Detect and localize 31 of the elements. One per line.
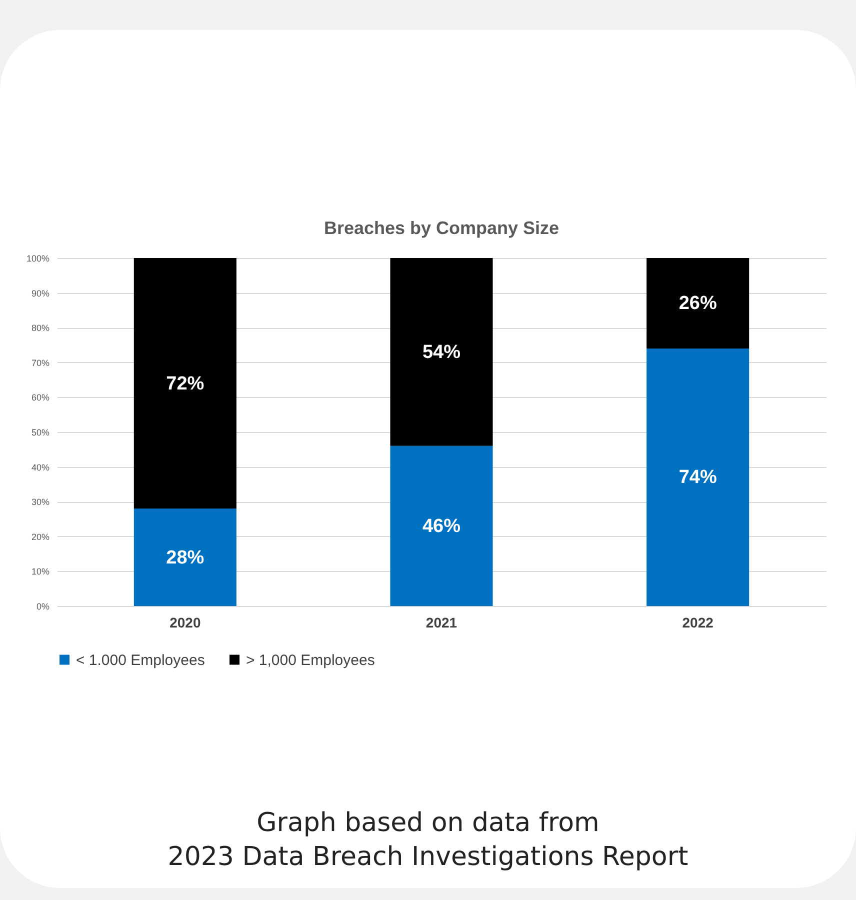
x-tick-label: 2020 — [170, 614, 201, 630]
bar — [134, 258, 236, 509]
y-tick-label: 20% — [31, 532, 50, 542]
y-tick-label: 50% — [31, 428, 50, 438]
bar — [134, 508, 236, 606]
bar — [646, 258, 750, 348]
data-label: 28% — [166, 547, 204, 568]
text: 2023 Data Breach Investigations Report — [166, 841, 690, 874]
x-tick-label: 2021 — [426, 614, 458, 630]
x-tick-label: 2022 — [682, 614, 714, 630]
legend-label: > 1,000 Employees — [246, 652, 375, 669]
bar — [390, 258, 493, 446]
y-tick-label: 90% — [31, 288, 50, 298]
y-tick-label: 100% — [26, 254, 50, 264]
y-tick-label: 60% — [31, 392, 50, 403]
data-label: 72% — [166, 373, 204, 394]
y-tick-label: 70% — [31, 358, 50, 368]
data-label: 46% — [422, 516, 461, 537]
data-label: 74% — [678, 467, 717, 488]
bar — [646, 348, 750, 606]
legend-label: < 1.000 Employees — [76, 652, 205, 669]
text: Graph based on data from — [256, 807, 600, 840]
data-label: 26% — [678, 293, 717, 314]
bar — [390, 446, 493, 606]
y-tick-label: 0% — [36, 602, 50, 612]
data-label: 54% — [422, 342, 461, 363]
y-tick-label: 10% — [31, 566, 50, 577]
y-tick-label: 80% — [31, 323, 50, 334]
y-tick-label: 40% — [31, 462, 50, 472]
y-tick-label: 30% — [31, 497, 50, 508]
chart-title: Breaches by Company Size — [324, 218, 560, 238]
